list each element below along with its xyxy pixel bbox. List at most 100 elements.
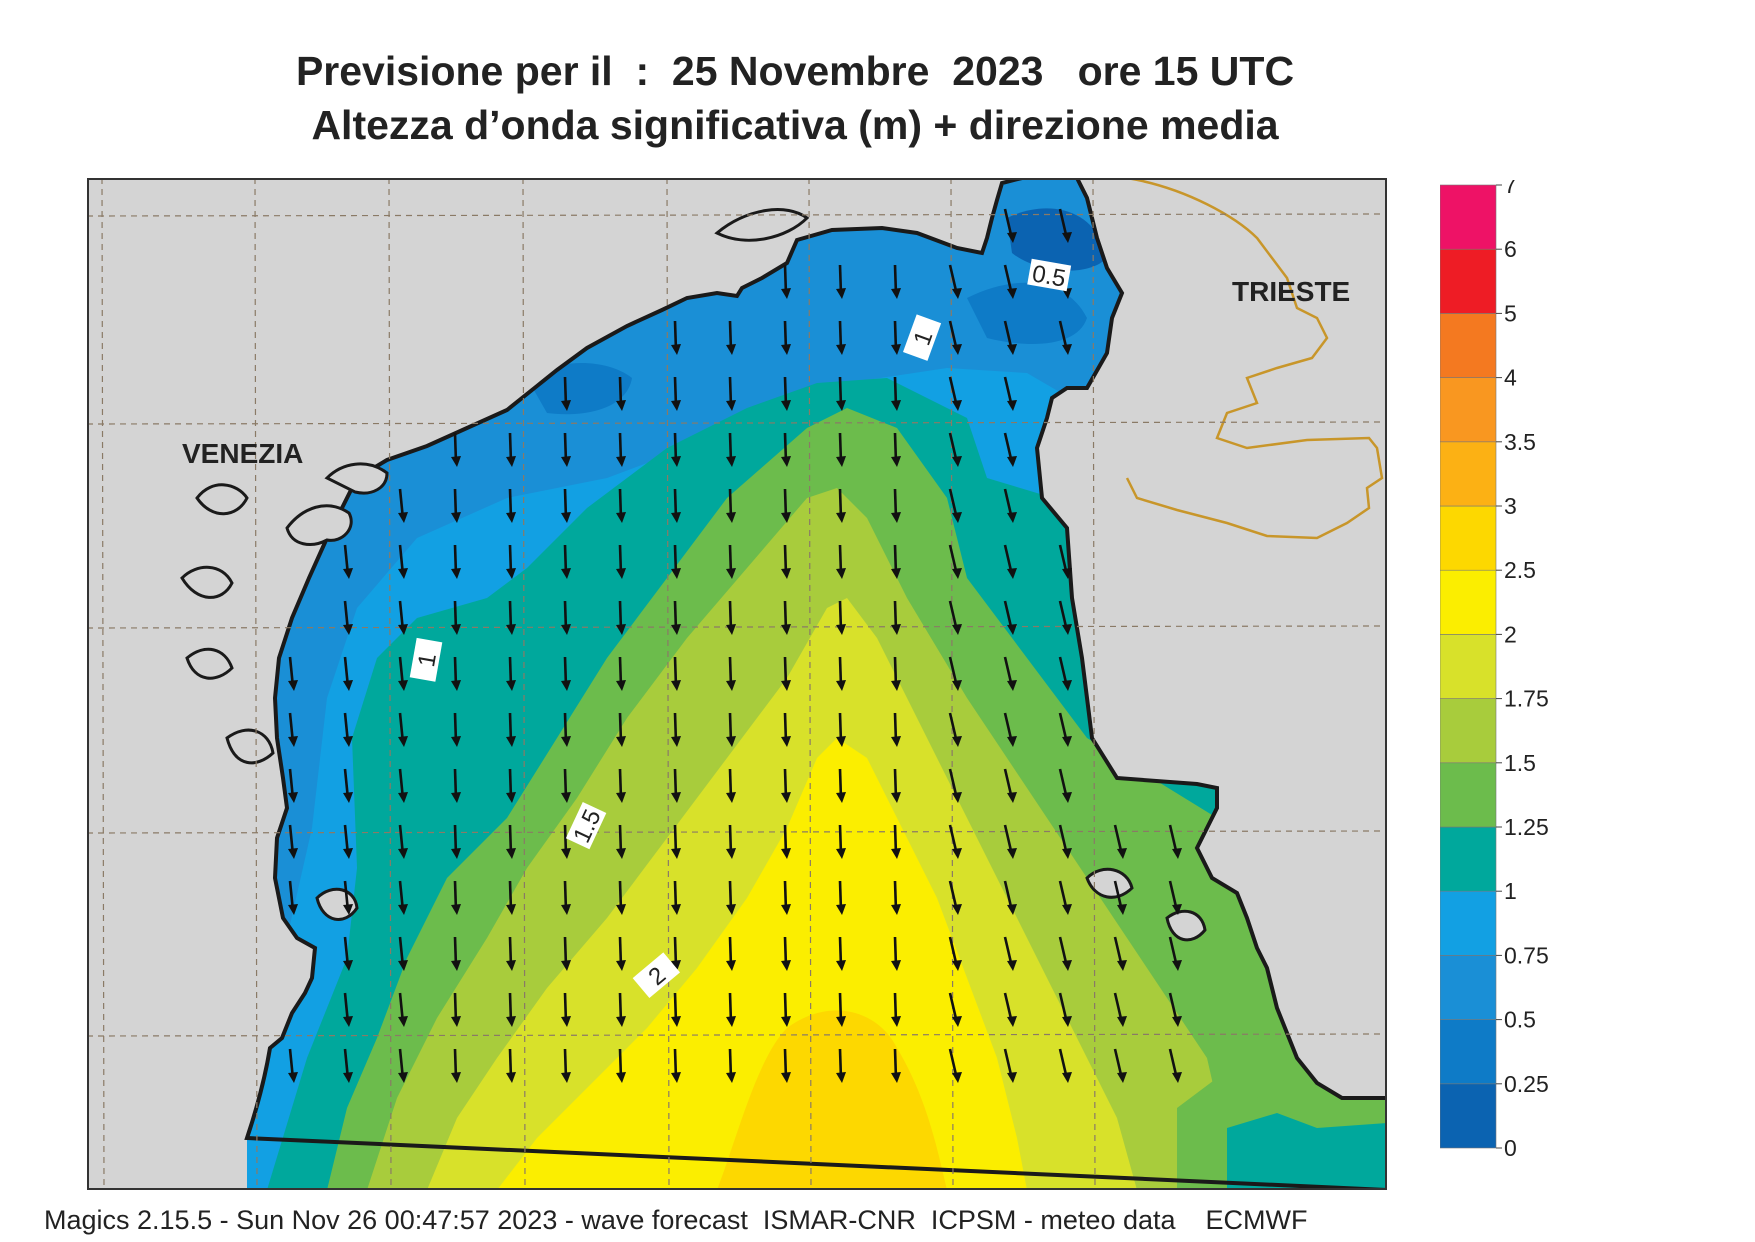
island-1	[324, 462, 389, 495]
direction-arrow	[1003, 264, 1017, 299]
direction-arrow	[948, 656, 962, 691]
direction-arrow	[616, 544, 626, 579]
direction-arrow	[398, 600, 408, 635]
direction-arrow	[288, 656, 298, 691]
national-border	[1125, 178, 1384, 540]
direction-arrow	[616, 712, 626, 747]
direction-arrow	[948, 880, 962, 915]
direction-arrow	[836, 600, 846, 635]
direction-arrow	[398, 992, 408, 1027]
direction-arrow	[398, 656, 408, 691]
colorbar-tick-label: 5	[1504, 300, 1517, 326]
direction-arrow	[726, 320, 736, 355]
direction-arrow	[561, 768, 571, 803]
direction-arrow	[451, 488, 461, 523]
island-2	[195, 483, 249, 516]
direction-arrow	[948, 600, 962, 635]
direction-arrow	[1113, 824, 1127, 859]
svg-text:1: 1	[413, 651, 442, 669]
direction-arrow	[1113, 936, 1127, 971]
colorbar-tick-label: 1.75	[1504, 686, 1549, 712]
direction-arrow	[891, 880, 901, 915]
wave-band-3	[1007, 208, 1107, 271]
contour-label-2: 1	[409, 637, 443, 682]
direction-arrow	[1003, 936, 1017, 971]
island-9	[714, 208, 810, 242]
grid-meridian-4	[666, 178, 670, 1190]
colorbar-swatch	[1440, 313, 1497, 378]
coastal-band-east-inner	[1227, 1113, 1387, 1190]
direction-arrow	[781, 320, 791, 355]
direction-arrow	[726, 712, 736, 747]
place-label-venezia: VENEZIA	[182, 438, 303, 469]
direction-arrow	[948, 376, 962, 411]
direction-arrow	[343, 880, 353, 915]
direction-arrow	[726, 376, 736, 411]
colorbar-swatch	[1440, 1019, 1497, 1085]
direction-arrow	[1168, 936, 1182, 971]
direction-arrow	[1168, 992, 1182, 1027]
direction-arrow	[1113, 880, 1127, 915]
direction-arrow	[506, 768, 516, 803]
direction-arrow	[506, 488, 516, 523]
direction-arrow	[343, 936, 353, 971]
direction-arrow	[451, 880, 461, 915]
direction-arrow	[781, 824, 791, 859]
direction-arrow	[506, 824, 516, 859]
colorbar-tick-label: 0	[1504, 1135, 1517, 1161]
direction-arrow	[343, 768, 353, 803]
direction-arrow	[836, 1048, 846, 1083]
direction-arrow	[561, 880, 571, 915]
direction-arrow	[671, 768, 681, 803]
colorbar-tick-label: 1	[1504, 878, 1517, 904]
direction-arrow	[726, 432, 736, 467]
colorbar-tick-label: 3.5	[1504, 429, 1536, 455]
direction-arrow	[836, 824, 846, 859]
colorbar-swatch	[1440, 634, 1497, 699]
direction-arrow	[781, 936, 791, 971]
direction-arrow	[948, 432, 962, 467]
direction-arrow	[451, 432, 461, 467]
colorbar-swatch	[1440, 890, 1497, 956]
direction-arrow	[398, 712, 408, 747]
direction-arrow	[891, 376, 901, 411]
direction-arrow	[506, 992, 516, 1027]
direction-arrow	[1113, 992, 1127, 1027]
map-subtitle: Altezza d’onda significativa (m) + direz…	[311, 102, 1279, 148]
contour-label-4: 2	[632, 952, 681, 999]
direction-arrow	[1003, 376, 1017, 411]
direction-arrow	[616, 936, 626, 971]
direction-arrow	[1003, 992, 1017, 1027]
direction-arrow	[1003, 432, 1017, 467]
grid-parallel-2	[87, 625, 1387, 629]
colorbar-swatch	[1440, 248, 1497, 314]
direction-arrow	[891, 824, 901, 859]
direction-arrow	[1058, 600, 1072, 635]
direction-arrow	[561, 1048, 571, 1083]
direction-arrow	[726, 768, 736, 803]
colorbar-tick-label: 2	[1504, 621, 1517, 647]
direction-arrow	[671, 712, 681, 747]
island-3	[180, 565, 234, 599]
direction-arrow	[671, 488, 681, 523]
direction-arrow	[781, 992, 791, 1027]
direction-arrow	[948, 712, 962, 747]
direction-arrow	[671, 880, 681, 915]
grid-meridian-2	[388, 178, 392, 1190]
direction-arrow	[451, 936, 461, 971]
direction-arrow	[616, 880, 626, 915]
direction-arrow	[671, 936, 681, 971]
direction-arrow	[671, 320, 681, 355]
direction-arrow	[836, 376, 846, 411]
direction-arrow	[726, 992, 736, 1027]
direction-arrow	[726, 880, 736, 915]
direction-arrow	[1058, 544, 1072, 579]
colorbar-tick-label: 0.75	[1504, 942, 1549, 968]
direction-arrow	[561, 824, 571, 859]
direction-arrow	[836, 712, 846, 747]
direction-arrow	[1058, 656, 1072, 691]
direction-arrow	[1168, 880, 1182, 915]
grid-parallel-0	[87, 213, 1387, 217]
direction-arrow	[1003, 1048, 1017, 1083]
direction-arrow	[506, 600, 516, 635]
